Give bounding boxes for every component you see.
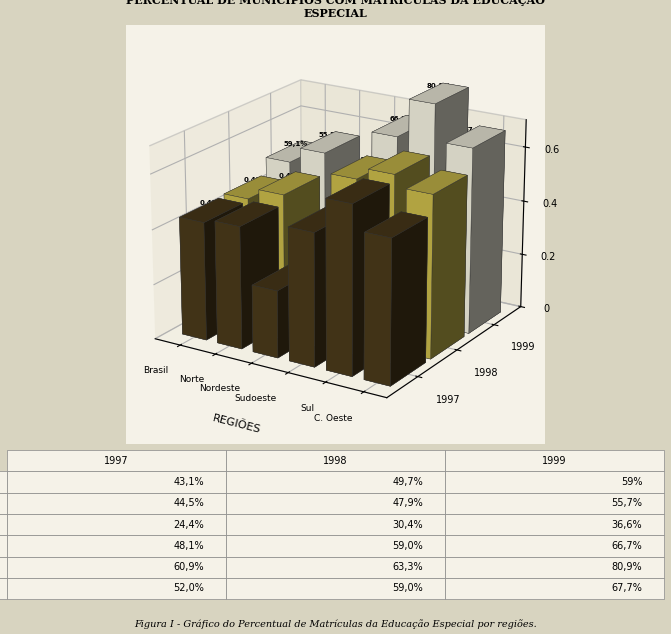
X-axis label: REGIÕES: REGIÕES: [212, 413, 262, 436]
Text: Figura I - Gráfico do Percentual de Matrículas da Educação Especial por regiões.: Figura I - Gráfico do Percentual de Matr…: [134, 619, 537, 629]
Title: PERCENTUAL DE MUNICÍPIOS COM MATRÍCULAS DA EDUCAÇÃO
ESPECIAL: PERCENTUAL DE MUNICÍPIOS COM MATRÍCULAS …: [126, 0, 545, 19]
